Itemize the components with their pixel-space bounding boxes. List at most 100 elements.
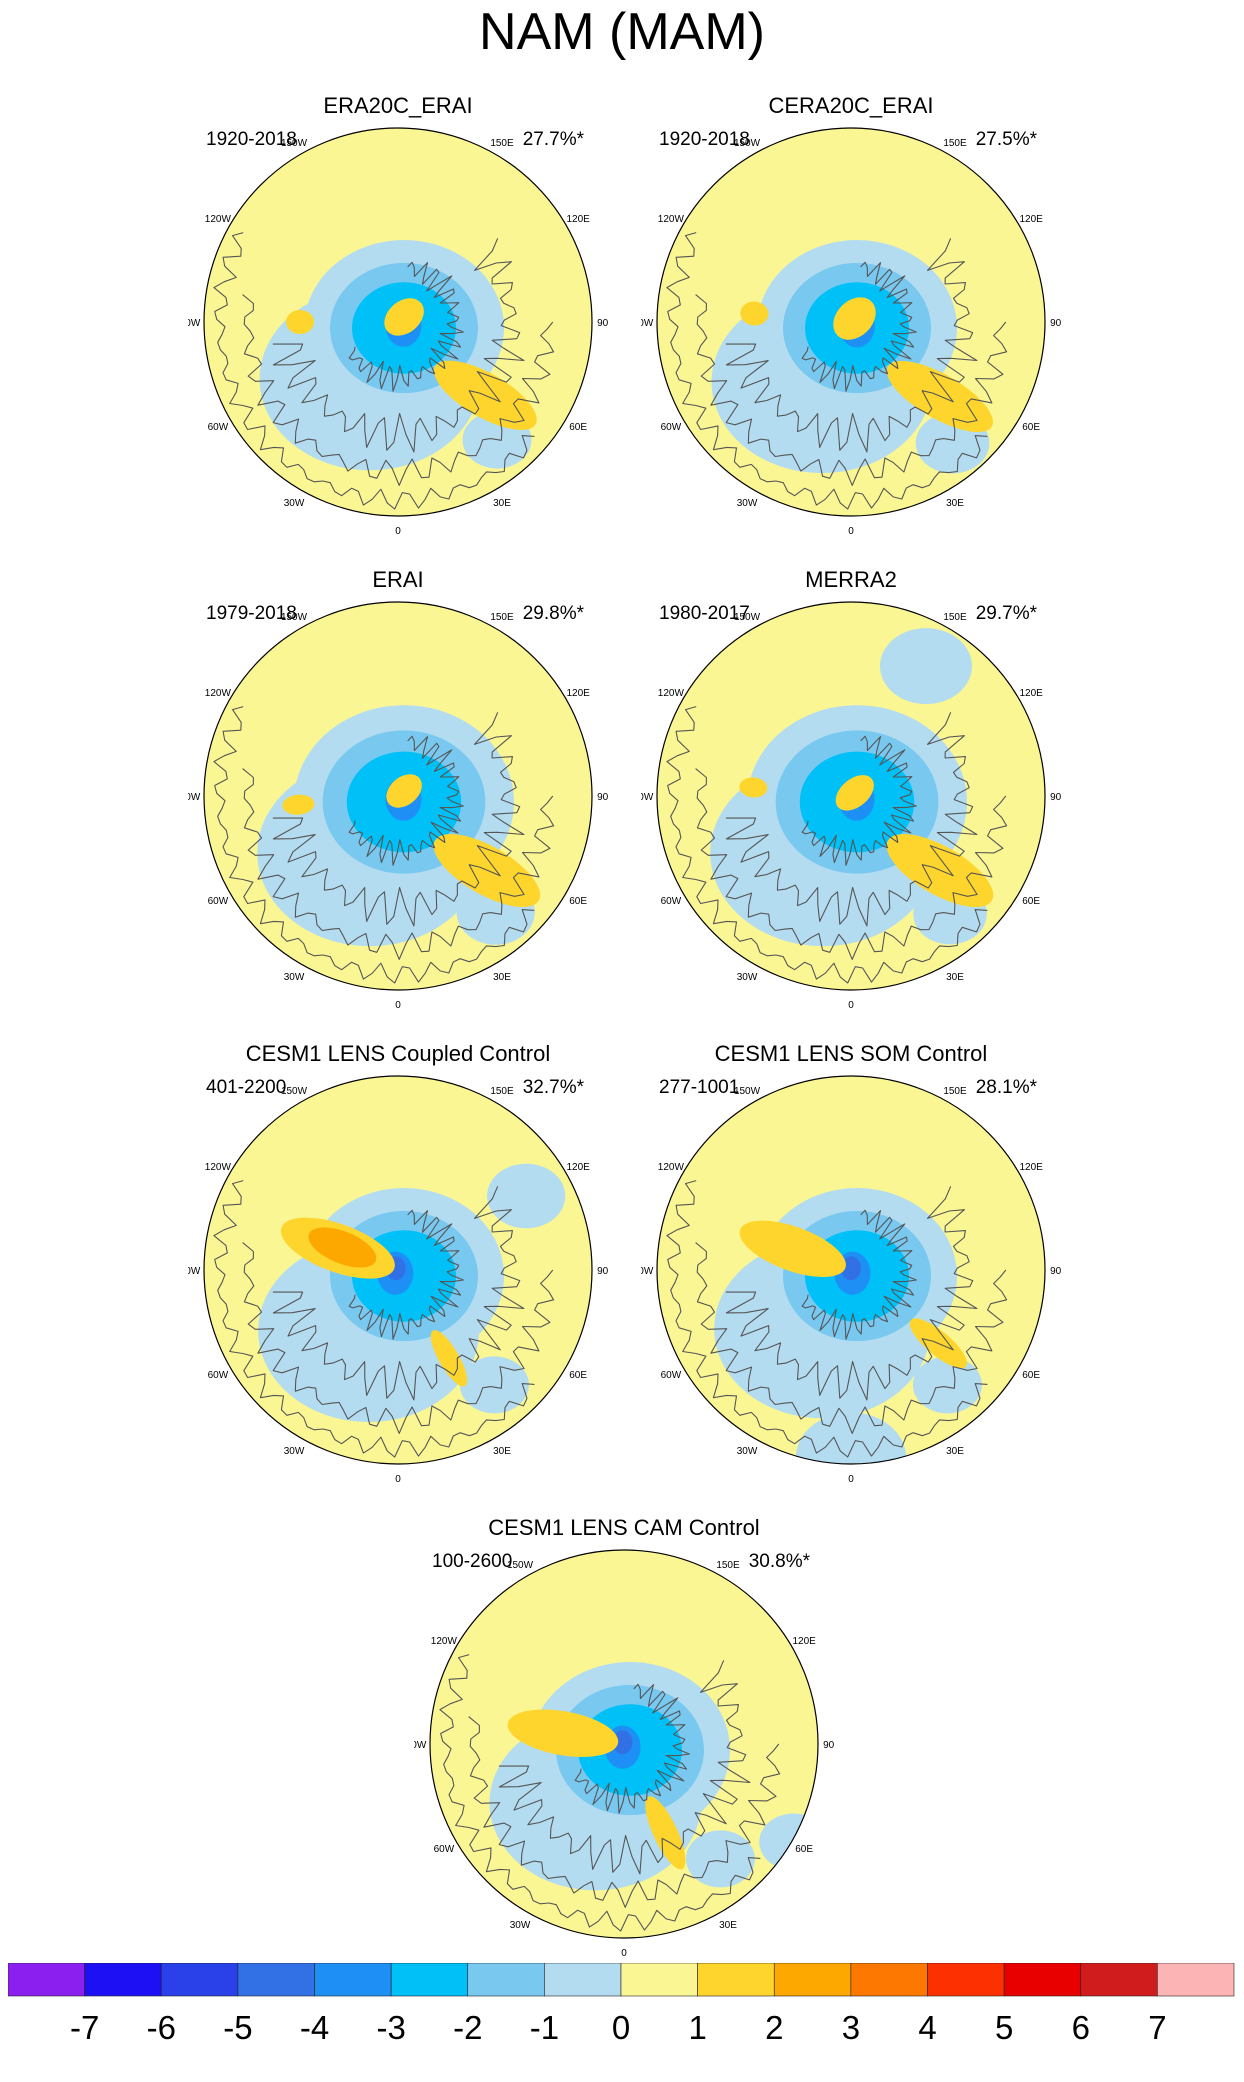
colorbar-tick-label: 6 <box>1072 2009 1090 2046</box>
negative-anomaly-region <box>912 1356 982 1414</box>
map-panel-coupled-control: CESM1 LENS Coupled Control 401-2200 32.7… <box>188 1041 608 1486</box>
longitude-label: 60E <box>1022 1370 1040 1381</box>
positive-anomaly-region <box>739 1220 846 1277</box>
longitude-label: 120W <box>205 1162 232 1173</box>
panel-title: CESM1 LENS CAM Control <box>488 1515 760 1540</box>
longitude-label: 90E <box>823 1740 834 1751</box>
map-field <box>430 1550 818 1938</box>
longitude-label: 90E <box>1050 318 1061 329</box>
map-panel-cam-control: CESM1 LENS CAM Control 100-2600 30.8%* 1… <box>414 1515 834 1960</box>
negative-anomaly-core <box>841 1256 861 1281</box>
positive-anomaly-region <box>739 777 768 798</box>
longitude-label: 90W <box>641 792 654 803</box>
longitude-label: 120E <box>1019 1162 1043 1173</box>
longitude-label: 150E <box>490 612 514 623</box>
panel-variance: 29.7%* <box>975 603 1037 624</box>
colorbar-tick-label: 0 <box>612 2009 630 2046</box>
longitude-label: 60W <box>661 896 682 907</box>
longitude-label: 30E <box>493 972 511 983</box>
longitude-label: 30W <box>737 972 758 983</box>
polar-map: 180150E120E90E60E30E030W60W90W120W150W <box>188 1075 608 1485</box>
map-panel-merra2: MERRA2 1980-2017 29.7%* 180150E120E90E60… <box>641 567 1061 1012</box>
longitude-label: 90W <box>641 318 654 329</box>
colorbar-swatch <box>314 1963 392 1997</box>
positive-anomaly-region <box>833 297 876 340</box>
longitude-label: 150E <box>943 612 967 623</box>
longitude-label: 120W <box>658 688 685 699</box>
longitude-label: 150W <box>734 1086 761 1097</box>
longitude-label: 30E <box>946 498 964 509</box>
colorbar-swatch <box>1003 1963 1082 1997</box>
coastline <box>213 706 555 984</box>
polar-map: 180150E120E90E60E30E030W60W90W120W150W <box>188 601 608 1011</box>
longitude-label: 90E <box>1050 1266 1061 1277</box>
map-frame <box>429 1549 819 1939</box>
colorbar-swatch <box>850 1963 928 1997</box>
colorbar-swatch <box>84 1963 162 1997</box>
colorbar-tick-label: 1 <box>688 2009 706 2046</box>
positive-anomaly-region <box>384 298 424 336</box>
longitude-label: 150E <box>716 1560 740 1571</box>
longitude-label: 60E <box>795 1844 813 1855</box>
longitude-label: 60W <box>661 422 682 433</box>
colorbar-tick-label: -1 <box>530 2009 559 2046</box>
colorbar-swatch <box>927 1963 1005 1997</box>
longitude-label: 0 <box>848 526 854 537</box>
longitude-label: 0 <box>395 526 401 537</box>
coastline <box>666 1180 1008 1458</box>
longitude-label: 30W <box>284 972 305 983</box>
panel-period: 1980-2017 <box>659 603 750 624</box>
longitude-label: 60W <box>208 1370 229 1381</box>
map-frame <box>203 601 593 991</box>
map-panel-era20c-erai: ERA20C_ERAI 1920-2018 27.7%* 180150E120E… <box>188 93 608 538</box>
panel-variance: 27.5%* <box>975 129 1037 150</box>
longitude-label: 30E <box>493 1446 511 1457</box>
map-field <box>657 602 1045 990</box>
positive-anomaly-region <box>507 1709 619 1757</box>
longitude-label: 150W <box>281 138 308 149</box>
map-panel-erai: ERAI 1979-2018 29.8%* 180150E120E90E60E3… <box>188 567 608 1012</box>
positive-anomaly-region <box>386 774 422 808</box>
polar-map: 180150E120E90E60E30E030W60W90W120W150W <box>414 1549 834 1959</box>
figure-title: NAM (MAM) <box>479 3 765 61</box>
longitude-label: 90E <box>597 1266 608 1277</box>
longitude-label: 150W <box>507 1560 534 1571</box>
colorbar-swatch <box>697 1963 775 1997</box>
colorbar-swatch <box>1080 1963 1158 1997</box>
panel-period: 1920-2018 <box>659 129 750 150</box>
negative-anomaly-region <box>685 1830 755 1888</box>
colorbar-swatch <box>620 1963 698 1997</box>
longitude-label: 60E <box>569 896 587 907</box>
colorbar-swatch <box>773 1963 852 1997</box>
longitude-label: 30E <box>493 498 511 509</box>
longitude-label: 60W <box>208 896 229 907</box>
colorbar-swatch <box>1157 1963 1235 1997</box>
longitude-label: 0 <box>848 1000 854 1011</box>
panel-period: 277-1001 <box>659 1077 740 1098</box>
longitude-label: 120W <box>431 1636 458 1647</box>
map-field <box>657 128 1045 516</box>
coastline <box>439 1654 781 1932</box>
colorbar-tick-label: 2 <box>765 2009 783 2046</box>
longitude-label: 120E <box>1019 688 1043 699</box>
longitude-label: 60W <box>434 1844 455 1855</box>
positive-anomaly-region <box>835 775 874 811</box>
longitude-label: 60W <box>208 422 229 433</box>
colorbar-tick-label: -3 <box>376 2009 405 2046</box>
colorbar-swatch <box>544 1963 622 1997</box>
positive-anomaly-region <box>286 310 314 334</box>
map-field <box>657 1076 1045 1464</box>
longitude-label: 150W <box>281 1086 308 1097</box>
longitude-label: 150E <box>943 1086 967 1097</box>
longitude-label: 60E <box>569 422 587 433</box>
negative-anomaly-region <box>759 1813 818 1871</box>
map-field <box>204 602 592 990</box>
longitude-label: 90E <box>1050 792 1061 803</box>
longitude-label: 120E <box>566 214 590 225</box>
longitude-label: 0 <box>621 1948 627 1959</box>
longitude-label: 90W <box>188 1266 201 1277</box>
panel-variance: 29.8%* <box>522 603 584 624</box>
colorbar-tick-label: 5 <box>995 2009 1013 2046</box>
positive-anomaly-region <box>308 1227 377 1268</box>
longitude-label: 90W <box>641 1266 654 1277</box>
